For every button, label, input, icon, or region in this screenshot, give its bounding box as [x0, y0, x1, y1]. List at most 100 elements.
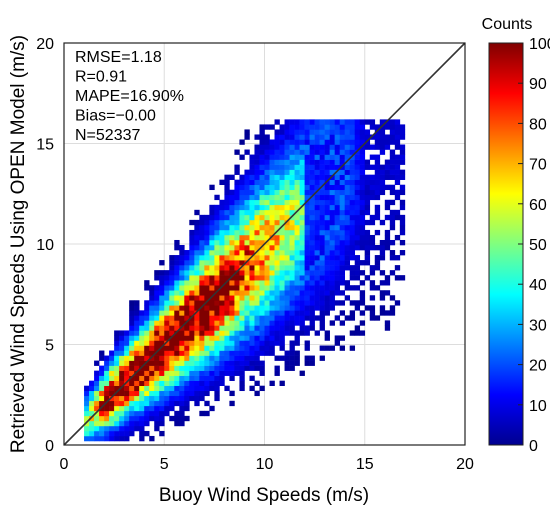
density-cell: [294, 320, 300, 326]
density-cell: [344, 285, 351, 291]
density-cell: [194, 275, 200, 281]
density-cell: [219, 219, 225, 226]
density-cell: [289, 214, 295, 221]
density-cell: [224, 174, 230, 180]
density-cell: [179, 260, 185, 266]
density-cell: [89, 435, 95, 442]
density-cell: [274, 330, 280, 336]
density-cell: [294, 144, 300, 150]
density-cell: [349, 245, 356, 251]
density-cell: [309, 204, 315, 211]
density-cell: [339, 189, 345, 196]
density-cell: [109, 385, 115, 392]
density-cell: [359, 134, 366, 140]
density-cell: [379, 245, 386, 251]
density-cell: [384, 234, 391, 241]
density-cell: [124, 435, 130, 442]
density-cell: [319, 255, 325, 261]
density-cell: [274, 189, 280, 196]
density-cell: [324, 209, 330, 216]
density-cell: [354, 275, 361, 281]
density-cell: [369, 310, 376, 316]
density-cell: [239, 179, 245, 186]
density-cell: [159, 365, 165, 371]
density-cell: [269, 245, 275, 251]
density-cell: [274, 239, 280, 246]
density-cell: [134, 305, 140, 311]
density-cell: [374, 124, 381, 130]
density-cell: [394, 129, 401, 135]
density-cell: [354, 194, 361, 201]
density-cell: [359, 169, 366, 175]
density-cell: [194, 285, 200, 291]
density-cell: [104, 355, 110, 361]
density-cell: [294, 159, 300, 165]
density-cell: [159, 360, 165, 366]
density-cell: [194, 380, 200, 386]
density-cell: [274, 265, 280, 271]
density-cell: [324, 330, 330, 336]
density-cell: [174, 320, 180, 326]
density-cell: [179, 345, 185, 351]
density-cell: [144, 380, 150, 386]
density-cell: [179, 380, 185, 386]
density-cell: [309, 265, 315, 271]
density-cell: [129, 355, 135, 361]
density-cell: [244, 265, 250, 271]
density-cell: [314, 245, 320, 251]
density-cell: [119, 425, 125, 432]
density-cell: [359, 300, 366, 306]
density-cell: [204, 385, 210, 392]
density-cell: [119, 370, 125, 376]
density-cell: [214, 255, 220, 261]
density-cell: [234, 315, 240, 321]
density-cell: [209, 224, 215, 231]
density-cell: [119, 380, 125, 386]
density-cell: [189, 234, 195, 241]
density-cell: [89, 400, 95, 407]
density-cell: [234, 340, 240, 346]
density-cell: [349, 204, 356, 211]
density-cell: [334, 154, 340, 160]
density-cell: [354, 270, 361, 276]
density-cell: [229, 315, 235, 321]
density-cell: [249, 300, 255, 306]
density-cell: [234, 250, 240, 256]
density-cell: [244, 365, 250, 371]
density-cell: [224, 320, 230, 326]
density-cell: [324, 189, 330, 196]
density-cell: [204, 365, 210, 371]
density-cell: [289, 250, 295, 256]
density-cell: [294, 290, 300, 296]
density-cell: [184, 365, 190, 371]
density-cell: [309, 119, 315, 125]
density-cell: [289, 174, 295, 180]
density-cell: [399, 149, 406, 155]
density-cell: [339, 174, 345, 180]
density-cell: [359, 199, 366, 206]
density-cell: [99, 375, 105, 381]
density-cell: [104, 430, 110, 437]
density-cell: [179, 410, 185, 417]
density-cell: [204, 345, 210, 351]
density-cell: [374, 260, 381, 266]
density-cell: [299, 270, 305, 276]
density-cell: [299, 119, 305, 125]
density-cell: [164, 390, 170, 397]
density-cell: [129, 335, 135, 341]
density-cell: [214, 360, 220, 366]
density-cell: [174, 255, 180, 261]
density-cell: [139, 360, 145, 366]
density-cell: [269, 229, 275, 236]
colorbar: [488, 42, 524, 446]
density-cell: [344, 204, 351, 211]
density-cell: [184, 255, 190, 261]
density-cell: [179, 315, 185, 321]
density-cell: [174, 390, 180, 397]
density-cell: [204, 380, 210, 386]
density-cell: [204, 295, 210, 301]
density-cell: [234, 320, 240, 326]
density-cell: [324, 219, 330, 226]
density-cell: [259, 295, 265, 301]
density-cell: [314, 214, 320, 221]
